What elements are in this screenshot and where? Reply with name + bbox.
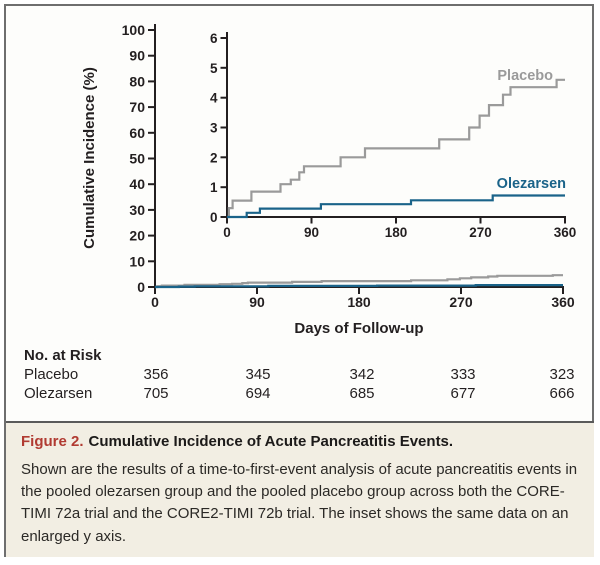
y-tick-label: 0: [137, 279, 145, 295]
y-tick-label: 2: [210, 150, 218, 165]
at-risk-value: 356: [143, 366, 169, 383]
x-tick-label: 360: [554, 225, 577, 240]
at-risk-value: 705: [143, 385, 169, 402]
y-tick-label: 4: [210, 91, 218, 106]
at-risk-value: 666: [549, 385, 575, 402]
y-tick-label: 80: [129, 73, 145, 89]
inset-plot: 0 1 2 3 4 5 6 0 90 180 270 360: [210, 31, 576, 240]
caption-title: Cumulative Incidence of Acute Pancreatit…: [88, 433, 454, 450]
at-risk-value: 685: [349, 385, 375, 402]
y-tick-label: 60: [129, 125, 145, 141]
series-label-placebo: Placebo: [497, 68, 553, 84]
x-tick-label: 270: [469, 225, 492, 240]
series-placebo-curve: [155, 274, 563, 289]
at-risk-value: 694: [245, 385, 271, 402]
caption-heading: Figure 2. Cumulative Incidence of Acute P…: [21, 433, 579, 452]
x-tick-label: 90: [304, 225, 319, 240]
y-tick-label: 0: [210, 210, 218, 225]
y-tick-label: 5: [210, 61, 218, 76]
at-risk-value: 323: [549, 366, 575, 383]
y-tick-label: 30: [129, 202, 145, 218]
x-axis-title: Days of Follow-up: [294, 320, 423, 337]
at-risk-value: 342: [349, 366, 375, 383]
x-tick-label: 0: [223, 225, 231, 240]
y-tick-label: 70: [129, 99, 145, 115]
y-tick-label: 10: [129, 253, 145, 269]
y-tick-label: 1: [210, 180, 218, 195]
x-tick-label: 180: [347, 294, 371, 310]
at-risk-value: 345: [245, 366, 271, 383]
x-tick-label: 90: [249, 294, 265, 310]
x-tick-label: 180: [385, 225, 408, 240]
x-tick-label: 270: [449, 294, 473, 310]
y-axis-title: Cumulative Incidence (%): [81, 67, 98, 249]
y-tick-label: 90: [129, 48, 145, 64]
at-risk-value: 333: [450, 366, 476, 383]
x-tick-label: 0: [151, 294, 159, 310]
y-tick-label: 6: [210, 31, 218, 46]
series-label-olezarsen: Olezarsen: [497, 176, 566, 192]
caption-body: Shown are the results of a time-to-first…: [21, 460, 578, 545]
at-risk-row-label: Olezarsen: [24, 385, 93, 402]
y-tick-label: 50: [129, 151, 145, 167]
y-tick-label: 20: [129, 228, 145, 244]
y-tick-label: 100: [122, 22, 146, 38]
series-olezarsen-curve: [227, 194, 565, 219]
x-tick-label: 360: [551, 294, 575, 310]
at-risk-title: No. at Risk: [24, 347, 102, 364]
series-placebo-curve: [227, 78, 565, 219]
caption-section: Figure 2. Cumulative Incidence of Acute P…: [6, 421, 594, 557]
series-olezarsen-curve: [155, 284, 563, 289]
at-risk-value: 677: [450, 385, 476, 402]
at-risk-row-label: Placebo: [24, 366, 79, 383]
figure-number-label: Figure 2.: [21, 433, 84, 450]
y-tick-label: 40: [129, 176, 145, 192]
at-risk-row-placebo: Placebo 356 345 342 333 323: [0, 366, 600, 384]
y-tick-label: 3: [210, 121, 218, 136]
at-risk-row-olezarsen: Olezarsen 705 694 685 677 666: [0, 385, 600, 403]
